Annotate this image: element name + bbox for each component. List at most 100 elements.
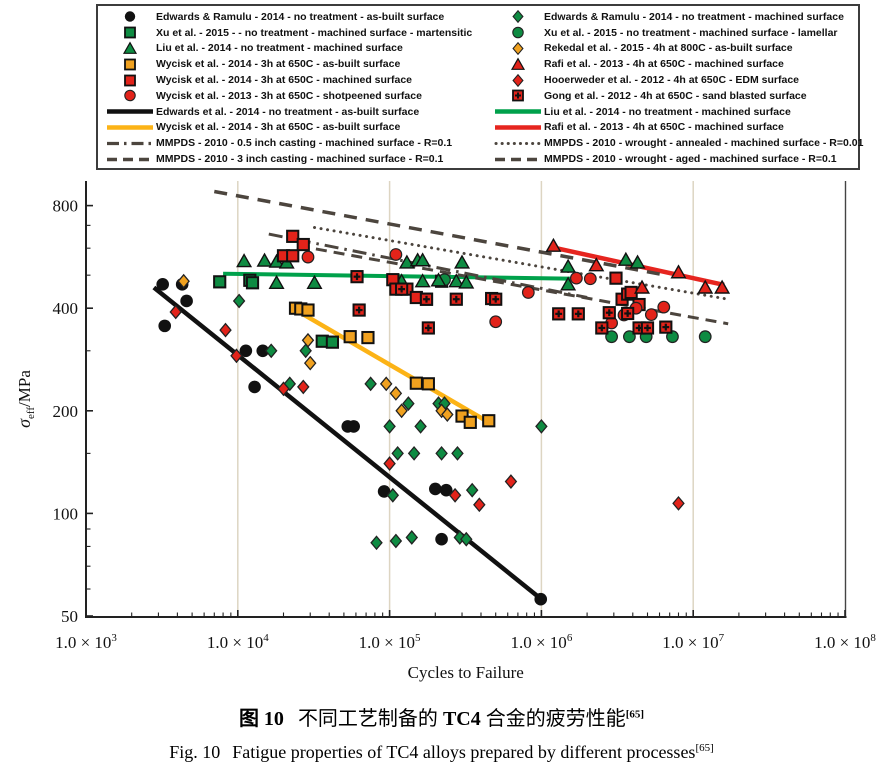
legend-marker [492,25,544,40]
scatter-point [448,487,462,503]
legend-marker [492,9,544,24]
scatter-point [303,355,317,371]
scatter-point [364,376,377,392]
scatter-point [605,330,618,344]
legend-item: MMPDS - 2010 - wrought - annealed - mach… [492,135,863,151]
legend-marker [492,104,544,119]
caption-chinese: 图 10 不同工艺制备的 TC4 合金的疲劳性能[65] [0,702,883,731]
caption-en-number: Fig. 10 [169,742,221,762]
scatter-point [286,249,300,263]
legend-column-left: Edwards & Ramulu - 2014 - no treatment -… [98,9,492,168]
legend-item: MMPDS - 2010 - wrought - aged - machined… [492,151,858,167]
x-ticks [85,610,846,617]
legend-item-label: Edwards et al. - 2014 - no treatment - a… [156,105,420,118]
legend-marker [124,74,136,86]
scatter-point [458,274,475,289]
scatter-point [297,379,310,395]
legend-item: Rekedal et al. - 2015 - 4h at 800C - as-… [492,41,858,57]
series-edwards-ramulu-asbuilt [156,278,548,606]
legend-marker [492,88,544,103]
scatter-point [623,330,636,344]
scatter-point [169,304,182,320]
scatter-point [428,482,442,496]
legend-square-icon [124,26,136,39]
legend-item: Xu et al. - 2015 - no treatment - machin… [492,25,858,41]
series-wycisk-asbuilt [288,301,496,429]
scatter-point [569,271,583,285]
legend-item: Hooerweder et al. - 2012 - 4h at 650C - … [492,72,858,88]
scatter-point [560,276,577,291]
scatter-point [521,286,535,299]
legend-marker [124,11,136,23]
scatter-point [296,237,310,252]
legend-item-label: MMPDS - 2010 - 0.5 inch casting - machin… [156,137,453,150]
legend-marker [510,57,526,70]
legend-item: Edwards et al. - 2014 - no treatment - a… [104,104,492,120]
scatter-point [232,293,246,309]
scatter-point [219,322,232,338]
legend-marker [104,57,156,72]
legend-marker [104,9,156,24]
line-mmpds-3inch-casting [213,189,667,277]
scatter-point [301,332,315,348]
legend-item-label: MMPDS - 2010 - wrought - aged - machined… [544,153,837,166]
legend-item-label: Wycisk et al. - 2014 - 3h at 650C - as-b… [156,58,401,71]
legend-marker [492,41,544,56]
series-rafi-machined [545,237,731,294]
legend-item-label: Liu et al. - 2014 - no treatment - machi… [156,42,403,55]
x-axis-title: Cycles to Failure [408,663,524,682]
scatter-point [460,531,473,547]
scatter-point [414,418,427,434]
x-tick-label: 1.0 × 108 [814,632,876,652]
scatter-point [414,252,431,267]
legend-marker [104,152,156,167]
scatter-point [407,445,421,461]
legend-item-label: Wycisk et al. - 2014 - 3h at 650C - as-b… [156,121,401,134]
y-tick-label: 50 [61,607,78,626]
scatter-point [391,445,404,461]
y-tick-label: 200 [53,402,79,421]
x-tick-label: 1.0 × 104 [207,632,269,652]
legend-item-label: Rekedal et al. - 2015 - 4h at 800C - as-… [544,42,793,55]
legend-item-label: Xu et al. - 2015 - - no treatment - mach… [156,26,473,39]
legend-circle-icon [124,11,136,23]
line-fit-wycisk-asbuilt [291,306,492,426]
scatter-point [583,272,597,286]
scatter-point [177,273,190,289]
scatter-point [213,275,227,289]
scatter-point [386,487,400,503]
legend-diamond-icon [512,73,524,87]
scatter-point [389,248,403,261]
scatter-point [629,254,646,269]
scatter-point [421,377,435,391]
legend-line-sample-icon [107,125,153,130]
legend-item: MMPDS - 2010 - 0.5 inch casting - machin… [104,135,492,151]
axes [85,181,847,618]
scatter-point [239,344,253,358]
legend-marker [512,26,524,39]
scatter-point [277,381,290,397]
scatter-point [644,308,658,322]
line-mmpds-wrought-aged [297,244,729,326]
legend-marker [492,73,544,88]
y-axis-title: σeff/MPa [14,370,37,428]
scatter-point [343,330,357,344]
scatter-point [248,380,261,394]
legend-marker [104,73,156,88]
legend-marker [492,136,544,151]
scatter-point [617,251,634,266]
scatter-point [430,272,447,287]
scatter-point [435,445,448,461]
legend-item-label: Gong et al. - 2012 - 4h at 650C - sand b… [544,89,807,102]
legend-item: Rafi et al. - 2013 - 4h at 650C - machin… [492,120,858,136]
scatter-point [451,445,464,461]
legend-triangle-icon [122,41,138,54]
scatter-point [439,483,453,497]
legend-item: Liu et al. - 2014 - no treatment - machi… [492,104,858,120]
series-rekedal-asbuilt [177,273,454,422]
scatter-point [395,403,408,419]
scatter-point [361,330,375,345]
x-tick-label: 1.0 × 107 [662,632,724,652]
caption-en-reference: [65] [695,742,714,754]
